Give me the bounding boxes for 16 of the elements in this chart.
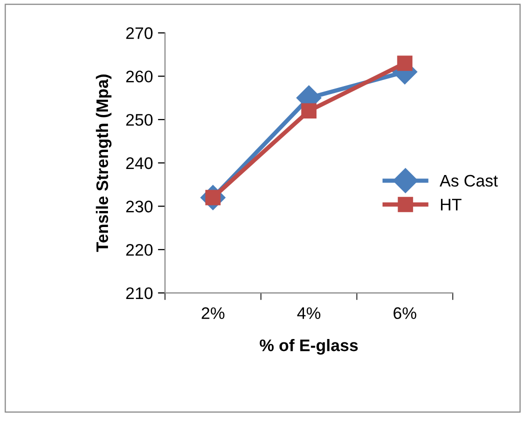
legend-label: HT (440, 198, 462, 210)
y-tick-label: 270 (126, 27, 153, 40)
y-tick-label: 230 (126, 200, 153, 212)
x-tick-label: 6% (394, 307, 416, 320)
y-tick-label: 250 (126, 114, 153, 126)
legend-label: As Cast (440, 174, 498, 187)
y-tick-label: 210 (126, 287, 153, 300)
point (301, 103, 317, 119)
x-tick-label: 2% (202, 307, 224, 319)
y-tick-label: 240 (126, 157, 153, 170)
y-tick-label: 220 (126, 244, 153, 256)
x-axis-title: % of E-glass (260, 339, 358, 355)
x-tick-label: 4% (297, 307, 320, 319)
y-axis-title: Tensile Strength (Mpa) (96, 74, 112, 252)
point (397, 56, 412, 71)
y-tick-label: 260 (126, 70, 153, 82)
